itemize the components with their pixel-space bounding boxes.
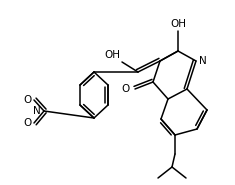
Text: N: N — [33, 106, 41, 116]
Text: OH: OH — [170, 19, 186, 29]
Text: O: O — [24, 95, 32, 105]
Text: O: O — [122, 84, 130, 94]
Text: O: O — [24, 118, 32, 128]
Text: N: N — [199, 56, 207, 66]
Text: OH: OH — [104, 50, 120, 60]
